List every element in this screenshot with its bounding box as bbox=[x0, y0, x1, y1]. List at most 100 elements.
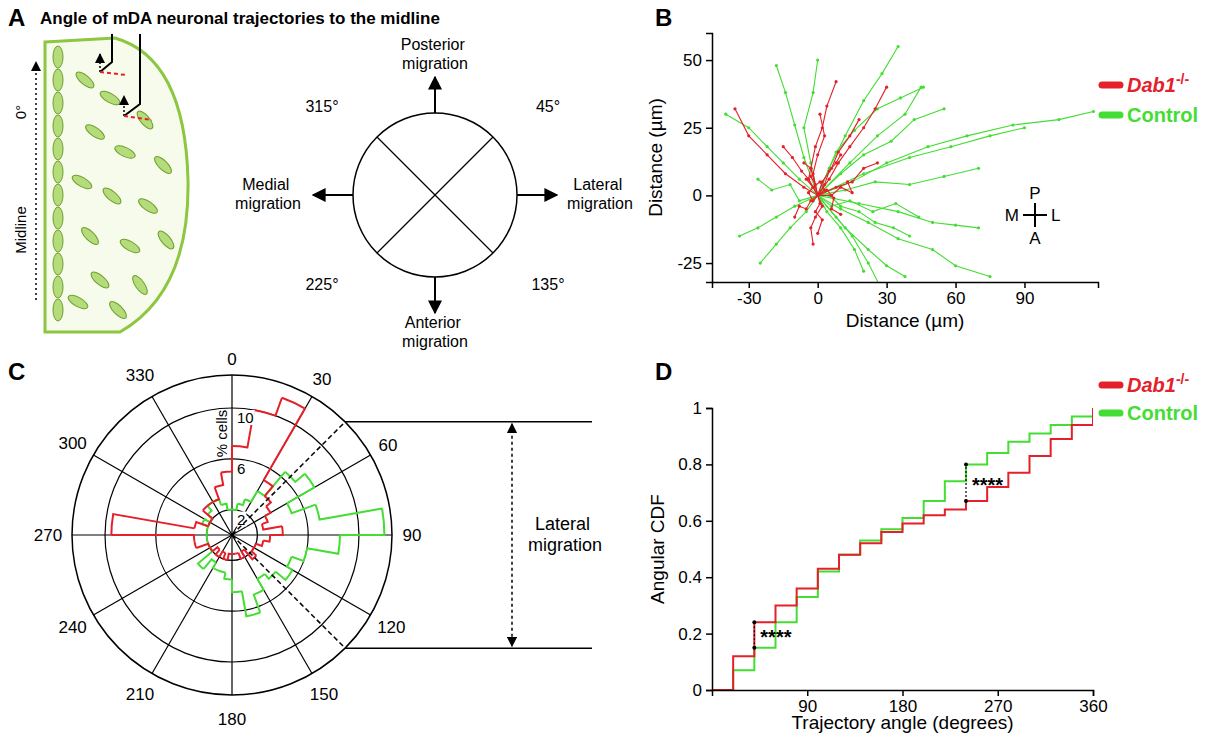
histogram-bin bbox=[203, 559, 216, 569]
axis-bottom: -300306090 bbox=[713, 282, 1099, 308]
cell bbox=[101, 185, 124, 206]
legend-label: Control bbox=[1127, 104, 1198, 126]
panel-title: Angle of mDA neuronal trajectories to th… bbox=[40, 9, 440, 28]
cell bbox=[74, 69, 97, 90]
point bbox=[816, 194, 819, 197]
tick: 0 bbox=[813, 282, 822, 308]
tick-mark bbox=[706, 263, 712, 265]
histogram-bin bbox=[292, 548, 307, 561]
histogram-bin bbox=[228, 509, 232, 511]
cell bbox=[113, 143, 137, 160]
cell bbox=[53, 253, 63, 275]
point bbox=[890, 140, 893, 143]
cell bbox=[53, 92, 63, 114]
histogram-bin bbox=[264, 480, 273, 496]
point bbox=[784, 172, 787, 175]
point bbox=[816, 232, 819, 235]
point bbox=[848, 199, 851, 202]
spoke bbox=[232, 396, 312, 535]
histogram-bin bbox=[263, 535, 270, 542]
point bbox=[885, 86, 888, 89]
histogram-bin bbox=[208, 522, 210, 526]
point bbox=[917, 215, 920, 218]
histogram-bin bbox=[196, 544, 210, 548]
tick-mark bbox=[1093, 690, 1095, 696]
tick-mark bbox=[706, 195, 712, 197]
cell bbox=[66, 293, 90, 312]
point bbox=[1023, 126, 1026, 129]
significance-label: **** bbox=[760, 626, 791, 648]
point bbox=[965, 134, 968, 137]
point bbox=[802, 186, 805, 189]
point bbox=[818, 113, 821, 116]
point bbox=[724, 113, 727, 116]
tick: 0.2 bbox=[678, 625, 712, 644]
axis-line bbox=[713, 691, 1094, 697]
annotation-line: migration bbox=[528, 535, 602, 555]
point bbox=[756, 178, 759, 181]
tick-label: 0 bbox=[813, 289, 822, 308]
histogram-bin bbox=[242, 550, 245, 557]
direction-label-line: migration bbox=[567, 195, 633, 212]
legend-label-part: Dab1 bbox=[1127, 374, 1176, 396]
series-line bbox=[818, 109, 944, 196]
angle-label: 45° bbox=[536, 98, 560, 115]
panel-label: C bbox=[8, 358, 25, 385]
point bbox=[811, 199, 814, 202]
frame bbox=[72, 375, 392, 695]
tick-label: 25 bbox=[683, 119, 702, 138]
point bbox=[844, 226, 847, 229]
point bbox=[816, 194, 819, 197]
series-line bbox=[712, 408, 1093, 690]
point bbox=[892, 226, 895, 229]
reference-arrow bbox=[123, 96, 125, 116]
series-line bbox=[818, 195, 990, 276]
series-line bbox=[776, 65, 817, 195]
compass-divider bbox=[377, 137, 493, 253]
point bbox=[823, 188, 826, 191]
radial-tick-label: 2 bbox=[237, 511, 245, 528]
label-background bbox=[236, 410, 255, 425]
legend-swatch bbox=[1102, 410, 1120, 417]
histogram-bin bbox=[224, 573, 232, 580]
histogram-bin bbox=[242, 591, 260, 616]
legend-label: Dab1-/- bbox=[1127, 371, 1189, 396]
grid bbox=[72, 375, 392, 695]
tick-label: -30 bbox=[737, 289, 762, 308]
histogram-bin bbox=[203, 511, 213, 523]
histogram-bin bbox=[257, 574, 264, 590]
cell bbox=[53, 299, 63, 321]
tick-mark bbox=[706, 408, 712, 410]
point bbox=[942, 107, 945, 110]
tick: 360 bbox=[1079, 690, 1107, 716]
histogram-bin bbox=[216, 550, 220, 557]
sector-boundary bbox=[232, 535, 345, 648]
point bbox=[851, 180, 854, 183]
point bbox=[770, 188, 773, 191]
label-background bbox=[236, 512, 246, 527]
axis-title: % cells bbox=[213, 410, 230, 458]
cell bbox=[53, 138, 63, 160]
legend-swatch bbox=[1102, 82, 1120, 89]
point bbox=[733, 107, 736, 110]
point bbox=[851, 191, 854, 194]
tick-mark bbox=[886, 282, 888, 288]
point bbox=[825, 104, 828, 107]
spoke bbox=[152, 396, 232, 535]
tick-label: 1 bbox=[693, 399, 702, 418]
point bbox=[818, 180, 821, 183]
series-line bbox=[740, 195, 818, 236]
histogram-bin bbox=[316, 505, 383, 520]
cell bbox=[53, 46, 63, 68]
histogram-bin bbox=[285, 472, 305, 482]
histogram-bin bbox=[194, 522, 208, 528]
point bbox=[816, 58, 819, 61]
plot-area bbox=[111, 398, 384, 617]
histogram-bin bbox=[210, 548, 213, 552]
tick-mark bbox=[749, 282, 751, 288]
point bbox=[942, 175, 945, 178]
point bbox=[816, 194, 819, 197]
point bbox=[816, 194, 819, 197]
angle-label: 315° bbox=[305, 98, 338, 115]
point bbox=[816, 194, 819, 197]
